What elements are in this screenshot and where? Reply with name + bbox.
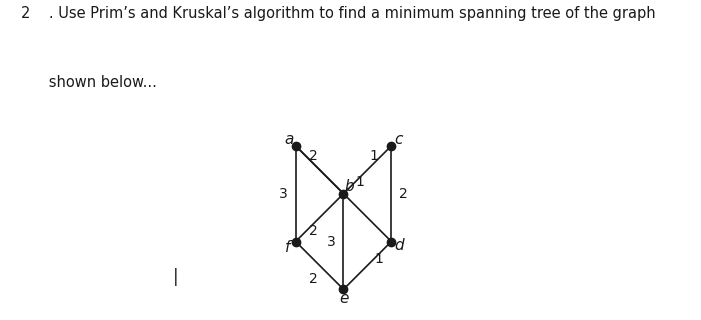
Text: e: e [339, 292, 348, 307]
Text: 3: 3 [327, 235, 336, 249]
Text: shown below...: shown below... [21, 76, 157, 90]
Text: a: a [285, 132, 294, 147]
Text: 1: 1 [355, 175, 364, 189]
Text: 2: 2 [308, 224, 318, 238]
Text: 2    . Use Prim’s and Kruskal’s algorithm to find a minimum spanning tree of the: 2 . Use Prim’s and Kruskal’s algorithm t… [21, 6, 655, 21]
Text: f: f [285, 240, 291, 255]
Text: c: c [394, 132, 402, 147]
Text: b: b [344, 180, 354, 195]
Text: 2: 2 [399, 187, 408, 201]
Text: 1: 1 [369, 149, 379, 163]
Text: d: d [394, 238, 404, 253]
Text: 3: 3 [279, 187, 288, 201]
Text: 2: 2 [308, 272, 318, 286]
Text: 2: 2 [308, 149, 318, 163]
Text: |: | [172, 268, 178, 286]
Text: 1: 1 [374, 252, 383, 266]
